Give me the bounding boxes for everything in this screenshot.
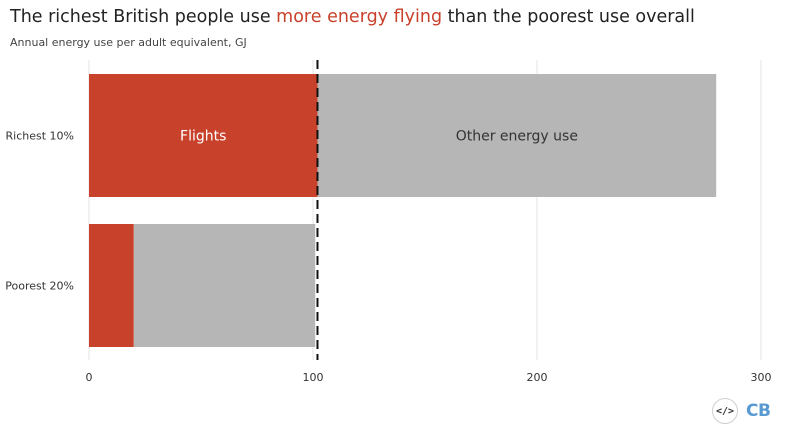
category-label-0: Richest 10% [6,130,74,143]
carbon-brief-logo: CB [746,401,771,421]
bar-label-other: Other energy use [456,129,578,145]
bar-label-flights: Flights [180,129,226,145]
bars [89,74,717,347]
category-label-1: Poorest 20% [5,280,74,293]
code-icon[interactable]: </> [712,398,738,424]
title-highlight: more energy flying [276,7,443,27]
tick-label-300: 300 [751,371,772,384]
tick-label-0: 0 [86,371,93,384]
chart-subtitle: Annual energy use per adult equivalent, … [10,36,247,49]
tick-labels: 0 100 200 300 [86,371,772,384]
tick-label-200: 200 [527,371,548,384]
tick-label-100: 100 [303,371,324,384]
chart-title: The richest British people use more ener… [10,7,695,27]
bar-labels: Flights Other energy use [180,129,578,145]
footer-icons: </> CB [712,398,771,424]
title-part-2: than the poorest use overall [442,7,695,27]
title-part-1: The richest British people use [10,7,277,27]
category-labels: Richest 10% Poorest 20% [5,130,74,293]
bar-other-0 [317,74,717,197]
bar-flights-0 [89,74,318,197]
bar-other-1 [133,224,316,347]
bar-flights-1 [89,224,134,347]
